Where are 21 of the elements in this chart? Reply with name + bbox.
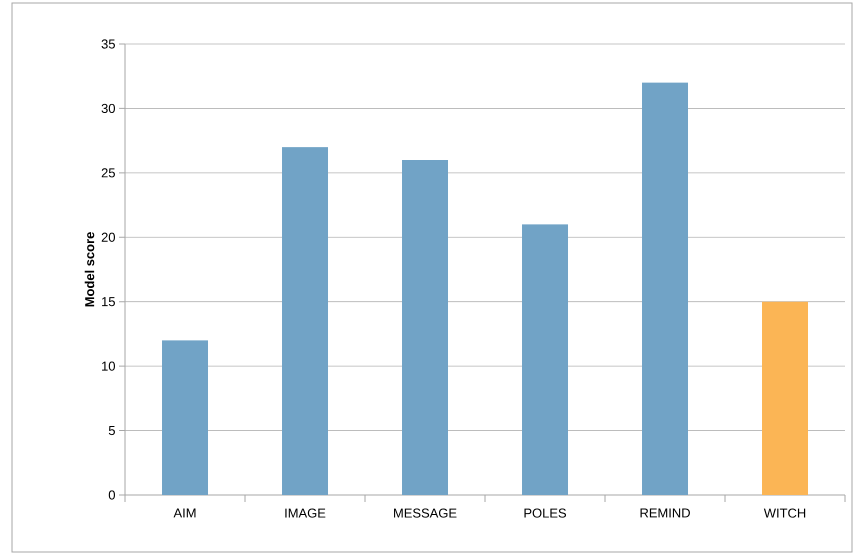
x-tick-label: IMAGE bbox=[285, 508, 326, 518]
y-tick-label: 30 bbox=[102, 104, 115, 113]
bar bbox=[522, 224, 568, 495]
x-tick-label: REMIND bbox=[640, 508, 690, 518]
y-axis-title: Model score bbox=[84, 232, 94, 306]
y-tick-label: 35 bbox=[102, 39, 115, 49]
x-tick-label: POLES bbox=[524, 508, 566, 518]
bar bbox=[282, 147, 328, 495]
bar bbox=[642, 82, 688, 495]
bar bbox=[762, 302, 808, 495]
y-tick-label: 5 bbox=[108, 426, 115, 436]
y-tick-label: 0 bbox=[108, 490, 115, 500]
y-tick-label: 25 bbox=[102, 168, 115, 178]
x-tick-label: AIM bbox=[174, 508, 196, 518]
bar bbox=[402, 160, 448, 495]
y-tick-label: 20 bbox=[102, 232, 115, 242]
x-tick-label: MESSAGE bbox=[394, 508, 456, 518]
bar bbox=[162, 340, 208, 495]
x-tick-label: WITCH bbox=[764, 508, 806, 518]
y-tick-label: 15 bbox=[102, 297, 115, 306]
y-tick-label: 10 bbox=[102, 362, 115, 371]
